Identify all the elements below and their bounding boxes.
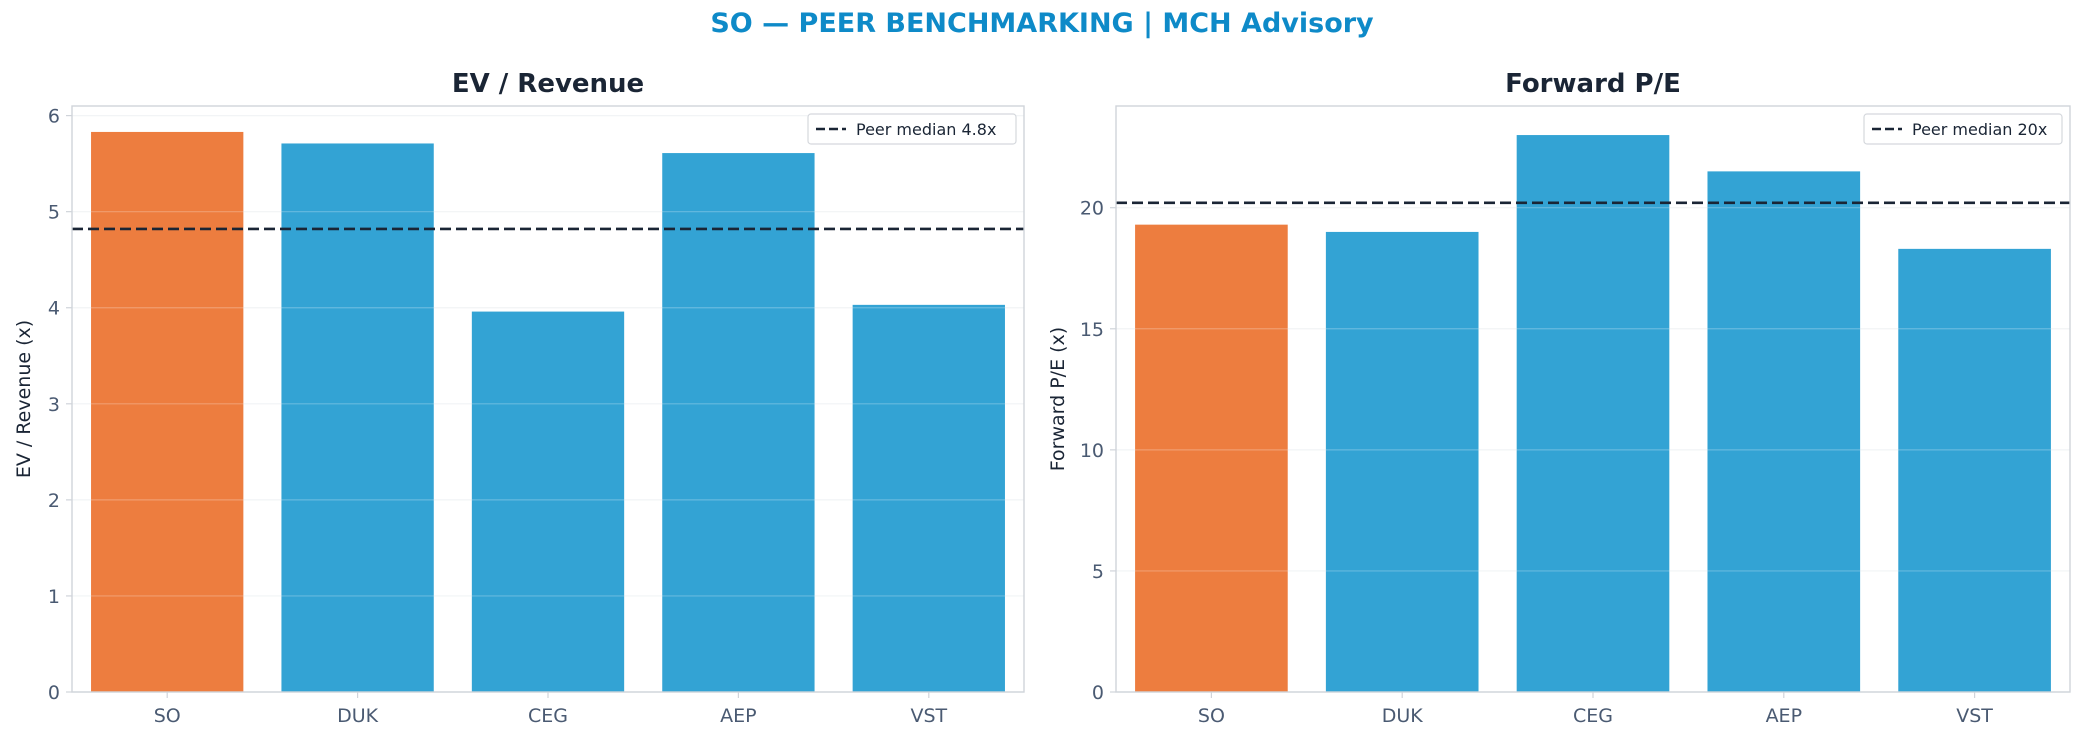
- bar-so: [91, 131, 244, 693]
- y-tick-label: 1: [48, 586, 60, 608]
- y-tick-label: 5: [1092, 561, 1104, 583]
- bar-aep: [1707, 171, 1861, 692]
- y-axis-label: EV / Revenue (x): [13, 320, 35, 478]
- legend: Peer median 20x: [1863, 113, 2063, 145]
- x-tick-label: CEG: [528, 705, 568, 727]
- x-tick-label: DUK: [337, 705, 379, 727]
- bar-vst: [852, 304, 1005, 692]
- legend-box: [1863, 113, 2063, 145]
- x-tick-label: CEG: [1573, 705, 1613, 727]
- y-tick-label: 2: [48, 490, 60, 512]
- bar-aep: [662, 153, 815, 692]
- legend-box: [807, 113, 1017, 145]
- bar-so: [1135, 224, 1288, 692]
- bar-ceg: [1516, 135, 1670, 692]
- chart-title: EV / Revenue: [452, 69, 644, 99]
- plot-frame: [1115, 105, 2071, 693]
- y-tick-label: 15: [1080, 319, 1104, 341]
- y-tick-label: 20: [1080, 198, 1104, 220]
- x-tick-label: DUK: [1382, 705, 1424, 727]
- x-tick-label: AEP: [1766, 705, 1802, 727]
- y-tick-label: 5: [48, 202, 60, 224]
- y-tick-label: 10: [1080, 440, 1104, 462]
- plot-frame: [71, 105, 1025, 693]
- chart-ev-revenue: 0 1 2 3 4 5 6 SO DUK CEG AEP VST Peer median 4.8x EV …: [13, 69, 1025, 727]
- x-tick-label: SO: [154, 705, 181, 727]
- legend-label: Peer median 20x: [1912, 120, 2047, 139]
- x-tick-label: AEP: [720, 705, 756, 727]
- bar-duk: [281, 143, 434, 692]
- y-tick-label: 0: [48, 682, 60, 704]
- y-tick-label: 0: [1092, 682, 1104, 704]
- legend-label: Peer median 4.8x: [856, 120, 996, 139]
- bar-vst: [1898, 248, 2051, 692]
- bar-duk: [1325, 231, 1479, 692]
- x-tick-label: VST: [910, 705, 947, 727]
- x-tick-label: SO: [1198, 705, 1225, 727]
- y-tick-label: 3: [48, 394, 60, 416]
- figure-suptitle: SO — PEER BENCHMARKING | MCH Advisory: [710, 8, 1374, 39]
- chart-forward-pe: 0 5 10 15 20 SO DUK CEG AEP VST Peer median 20x For…: [1047, 69, 2071, 727]
- chart-title: Forward P/E: [1505, 69, 1681, 99]
- bar-ceg: [471, 311, 625, 692]
- legend: Peer median 4.8x: [807, 113, 1017, 145]
- x-tick-label: VST: [1956, 705, 1993, 727]
- y-tick-label: 4: [48, 298, 60, 320]
- y-axis-label: Forward P/E (x): [1047, 327, 1069, 471]
- y-tick-label: 6: [48, 106, 60, 128]
